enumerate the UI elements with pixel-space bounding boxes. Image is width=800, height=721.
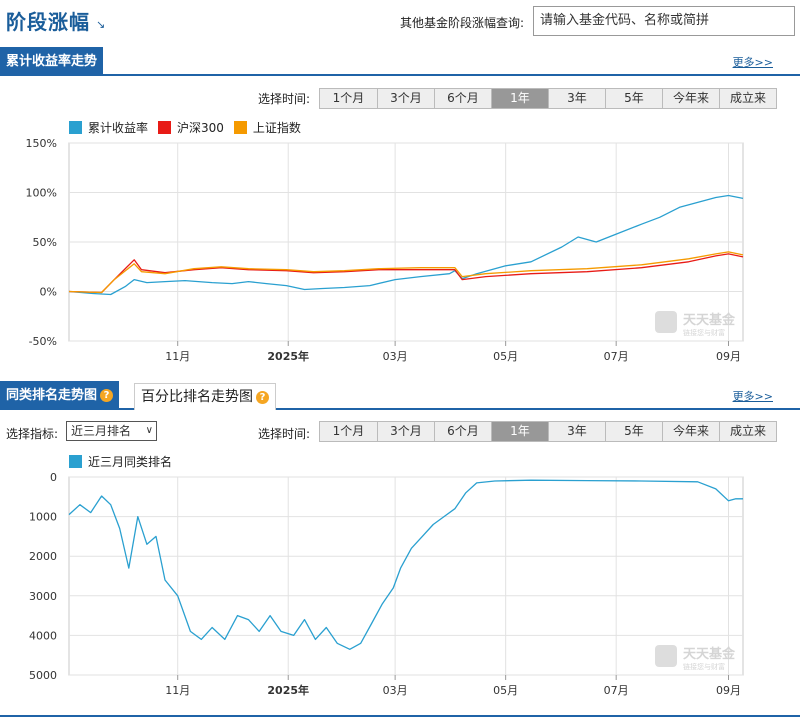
time-btn-2[interactable]: 6个月 <box>434 89 491 108</box>
y-tick-label: 4000 <box>29 629 57 642</box>
cumulative-legend: 累计收益率 沪深300 上证指数 <box>69 119 311 136</box>
cumulative-return-section-bar: 累计收益率走势 更多>> <box>0 47 800 76</box>
time-btn-5[interactable]: 5年 <box>605 422 662 441</box>
ranking-section-bar: 同类排名走势图? 百分比排名走势图? 更多>> <box>0 381 800 410</box>
time-btn-7[interactable]: 成立来 <box>719 422 776 441</box>
time-range-buttons: 1个月 3个月 6个月 1年 3年 5年 今年来 成立来 <box>319 88 777 109</box>
indicator-select-value: 近三月排名 <box>71 424 132 438</box>
legend-item[interactable]: 累计收益率 <box>69 119 148 136</box>
time-range-buttons: 1个月 3个月 6个月 1年 3年 5年 今年来 成立来 <box>319 421 777 442</box>
watermark-subtext: 链接您与财富 <box>683 328 725 337</box>
time-btn-0[interactable]: 1个月 <box>320 422 377 441</box>
percentile-ranking-tab-label: 百分比排名走势图 <box>141 389 253 405</box>
legend-swatch <box>69 455 82 468</box>
fund-query-label: 其他基金阶段涨幅查询: <box>400 16 525 30</box>
percentile-ranking-tab[interactable]: 百分比排名走势图? <box>134 383 276 410</box>
time-btn-6[interactable]: 今年来 <box>662 422 719 441</box>
time-btn-5[interactable]: 5年 <box>605 89 662 108</box>
y-tick-label: 150% <box>26 137 57 150</box>
legend-label: 累计收益率 <box>88 121 149 135</box>
legend-swatch <box>158 121 172 134</box>
ranking-trend-tab-label: 同类排名走势图 <box>6 388 98 403</box>
legend-label: 近三月同类排名 <box>88 455 173 469</box>
time-btn-3[interactable]: 1年 <box>491 89 548 108</box>
y-tick-label: 2000 <box>29 550 57 563</box>
legend-swatch <box>69 121 82 134</box>
time-btn-4[interactable]: 3年 <box>548 89 605 108</box>
time-btn-3[interactable]: 1年 <box>491 422 548 441</box>
x-tick-label: 03月 <box>383 350 408 363</box>
y-tick-label: 0 <box>50 471 57 484</box>
legend-label: 上证指数 <box>252 121 301 135</box>
indicator-label: 选择指标: <box>6 427 59 441</box>
series-line-近三月同类排名[interactable] <box>68 479 743 650</box>
watermark-text: 天天基金 <box>683 646 736 662</box>
legend-item[interactable]: 上证指数 <box>233 119 301 136</box>
ranking-trend-tab[interactable]: 同类排名走势图? <box>0 381 120 410</box>
cumulative-return-chart: 150% 100% 50% 0% -50% 11月 2025年 03月 05月 07月 09月 天天基… <box>26 137 744 363</box>
x-tick-label: 07月 <box>604 684 629 697</box>
series-line-沪深300[interactable] <box>68 253 744 294</box>
plot-area <box>68 476 744 676</box>
y-tick-label: 100% <box>26 187 57 200</box>
watermark-text: 天天基金 <box>683 312 736 328</box>
time-btn-1[interactable]: 3个月 <box>377 89 434 108</box>
chevron-down-icon: ∨ <box>145 425 153 436</box>
y-tick-label: 3000 <box>29 590 57 603</box>
page-header: 阶段涨幅 ↘ 其他基金阶段涨幅查询: 请输入基金代码、名称或简拼 <box>0 0 800 40</box>
time-btn-7[interactable]: 成立来 <box>719 89 776 108</box>
y-tick-label: -50% <box>29 335 57 348</box>
page-title: 阶段涨幅 <box>6 10 90 34</box>
ranking-legend: 近三月同类排名 <box>69 453 182 470</box>
legend-item[interactable]: 近三月同类排名 <box>69 453 172 470</box>
x-tick-label: 2025年 <box>267 683 309 697</box>
title-arrow-icon: ↘ <box>96 18 106 31</box>
y-tick-label: 1000 <box>29 511 57 524</box>
y-tick-label: 50% <box>33 236 57 249</box>
x-tick-label: 09月 <box>716 350 741 363</box>
help-icon[interactable]: ? <box>100 389 114 402</box>
legend-label: 沪深300 <box>177 121 224 135</box>
legend-swatch <box>233 121 247 134</box>
time-btn-6[interactable]: 今年来 <box>662 89 719 108</box>
cumulative-return-tab[interactable]: 累计收益率走势 <box>0 47 104 76</box>
x-tick-label: 05月 <box>493 350 518 363</box>
x-tick-label: 2025年 <box>267 349 309 363</box>
y-tick-label: 5000 <box>29 669 57 682</box>
time-select-label: 选择时间: <box>258 427 311 441</box>
series-line-上证指数[interactable] <box>68 251 744 294</box>
time-btn-1[interactable]: 3个月 <box>377 422 434 441</box>
time-btn-2[interactable]: 6个月 <box>434 422 491 441</box>
x-tick-label: 09月 <box>716 684 741 697</box>
time-btn-4[interactable]: 3年 <box>548 422 605 441</box>
x-tick-label: 11月 <box>165 350 190 363</box>
help-icon[interactable]: ? <box>256 391 269 404</box>
time-select-label: 选择时间: <box>258 92 311 106</box>
indicator-select[interactable]: 近三月排名 ∨ <box>66 421 157 441</box>
fund-query-input[interactable]: 请输入基金代码、名称或简拼 <box>533 6 795 36</box>
x-tick-label: 11月 <box>165 684 190 697</box>
x-tick-label: 03月 <box>383 684 408 697</box>
watermark-subtext: 链接您与财富 <box>683 662 725 671</box>
more-link-cumulative[interactable]: 更多>> <box>732 56 773 69</box>
more-link-ranking[interactable]: 更多>> <box>732 390 773 403</box>
x-tick-label: 07月 <box>604 350 629 363</box>
series-line-累计收益率[interactable] <box>68 194 744 296</box>
y-tick-label: 0% <box>40 286 57 299</box>
time-btn-0[interactable]: 1个月 <box>320 89 377 108</box>
legend-item[interactable]: 沪深300 <box>158 119 224 136</box>
bottom-divider <box>0 715 800 717</box>
ranking-trend-chart: 0 1000 2000 3000 4000 5000 11月 2025年 03月 05月 07月 09… <box>29 471 744 697</box>
x-tick-label: 05月 <box>493 684 518 697</box>
